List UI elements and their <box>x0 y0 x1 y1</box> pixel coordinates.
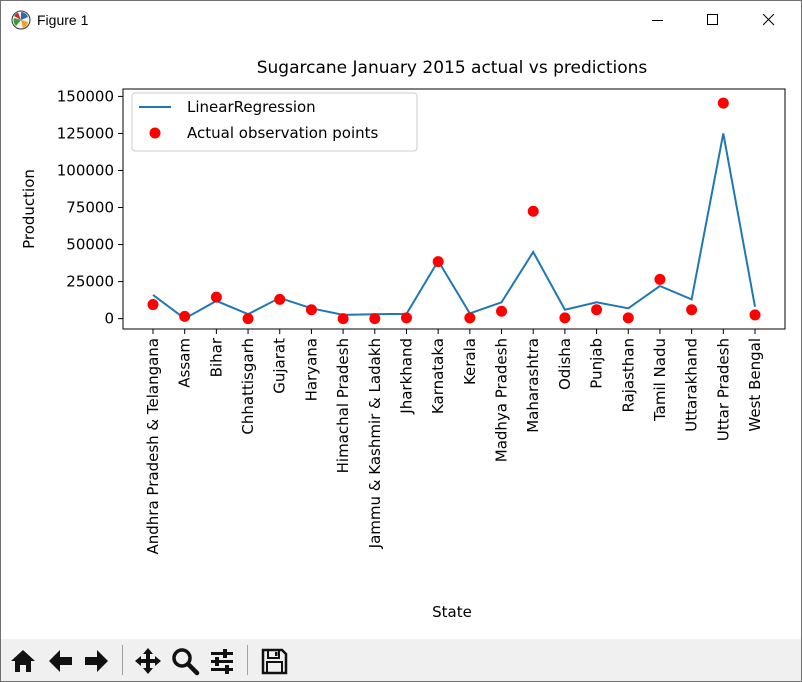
actual-observation-point <box>147 299 159 311</box>
legend-box <box>131 92 418 152</box>
x-tick-label: Bihar <box>207 337 225 377</box>
actual-observation-point <box>654 273 666 285</box>
x-tick-label: Jammu & Kashmir & Ladakh <box>366 338 384 549</box>
x-tick-label: Karnataka <box>429 338 447 414</box>
legend-label-actual-points: Actual observation points <box>187 124 378 142</box>
actual-observation-point <box>717 97 729 109</box>
x-tick-label: Punjab <box>588 338 606 389</box>
x-tick-label: Himachal Pradesh <box>334 338 352 473</box>
save-button[interactable] <box>257 644 291 678</box>
series-line-linear-regression <box>152 133 756 320</box>
y-tick-label: 125000 <box>57 124 114 142</box>
sliders-icon <box>211 649 233 674</box>
y-tick-label: 150000 <box>57 87 114 105</box>
window-title: Figure 1 <box>37 12 89 28</box>
y-tick-label: 100000 <box>57 161 114 179</box>
x-tick-label: Gujarat <box>271 338 289 394</box>
actual-observation-point <box>274 293 286 305</box>
x-tick-label: Chhattisgarh <box>239 338 257 435</box>
zoom-button[interactable] <box>168 644 202 678</box>
home-button[interactable] <box>6 644 40 678</box>
y-tick-label: 75000 <box>66 199 114 217</box>
actual-observation-point <box>686 304 698 316</box>
actual-observation-point <box>622 312 634 324</box>
zoom-icon <box>172 648 200 676</box>
chart-title: Sugarcane January 2015 actual vs predict… <box>257 58 648 78</box>
configure-subplots-button[interactable] <box>205 644 239 678</box>
actual-observation-point <box>496 305 508 317</box>
close-button[interactable] <box>746 1 792 39</box>
actual-observation-point <box>305 304 317 316</box>
y-axis-label: Production <box>20 169 38 249</box>
close-icon <box>763 14 775 26</box>
actual-observation-point <box>210 291 222 303</box>
back-button[interactable] <box>43 644 77 678</box>
actual-observation-point <box>464 312 476 324</box>
y-tick-label: 25000 <box>66 273 114 291</box>
actual-observation-point <box>400 312 412 324</box>
x-tick-label: Haryana <box>302 338 320 401</box>
maximize-icon <box>707 14 718 25</box>
actual-observation-point <box>591 304 603 316</box>
maximize-button[interactable] <box>690 1 736 39</box>
move-icon <box>135 648 161 674</box>
pan-button[interactable] <box>131 644 165 678</box>
title-bar[interactable]: Figure 1 <box>1 1 801 39</box>
home-icon <box>11 650 35 672</box>
x-tick-label: Uttar Pradesh <box>714 338 732 441</box>
x-tick-label: Assam <box>176 338 194 388</box>
x-axis-ticks: Andhra Pradesh & Telangana Assam Bihar Chha… <box>144 329 764 555</box>
actual-observation-point <box>179 310 191 322</box>
toolbar-separator <box>247 645 248 675</box>
figure-canvas[interactable]: 0 25000 50000 75000 100000 125000 150000 Andhr… <box>1 39 801 639</box>
x-tick-label: West Bengal <box>746 338 764 432</box>
x-tick-label: Andhra Pradesh & Telangana <box>144 338 162 555</box>
x-axis-label: State <box>432 603 472 621</box>
actual-observation-point <box>337 313 349 325</box>
y-tick-label: 50000 <box>66 236 114 254</box>
x-tick-label: Tamil Nadu <box>651 338 669 422</box>
chart: 0 25000 50000 75000 100000 125000 150000 Andhr… <box>20 58 786 621</box>
actual-observation-point <box>527 205 539 217</box>
matplotlib-icon <box>11 10 31 30</box>
x-tick-label: Uttarakhand <box>683 338 701 432</box>
actual-observation-point <box>369 313 381 325</box>
navigation-toolbar <box>1 639 801 681</box>
x-tick-label: Madhya Pradesh <box>493 338 511 462</box>
plot-area <box>147 97 761 325</box>
y-tick-label: 0 <box>104 310 114 328</box>
minimize-icon <box>652 20 663 21</box>
x-tick-label: Kerala <box>461 338 479 385</box>
axes-frame <box>122 88 786 330</box>
save-icon <box>261 648 288 675</box>
x-tick-label: Rajasthan <box>619 338 637 413</box>
x-tick-label: Maharashtra <box>524 338 542 433</box>
x-tick-label: Odisha <box>556 338 574 390</box>
x-tick-label: Jharkhand <box>397 338 415 415</box>
legend-point-swatch <box>149 127 161 139</box>
actual-observation-point <box>749 309 761 321</box>
forward-button[interactable] <box>80 644 114 678</box>
y-axis-ticks: 0 25000 50000 75000 100000 125000 150000 <box>57 87 123 328</box>
actual-observation-point <box>559 312 571 324</box>
legend-label-linear-regression: LinearRegression <box>187 98 316 116</box>
arrow-right-icon <box>85 650 108 672</box>
minimize-button[interactable] <box>635 1 681 39</box>
actual-observation-point <box>242 313 254 325</box>
actual-observation-point <box>432 256 444 268</box>
arrow-left-icon <box>49 650 72 672</box>
legend: LinearRegression Actual observation poin… <box>131 92 418 152</box>
toolbar-separator <box>122 645 123 675</box>
